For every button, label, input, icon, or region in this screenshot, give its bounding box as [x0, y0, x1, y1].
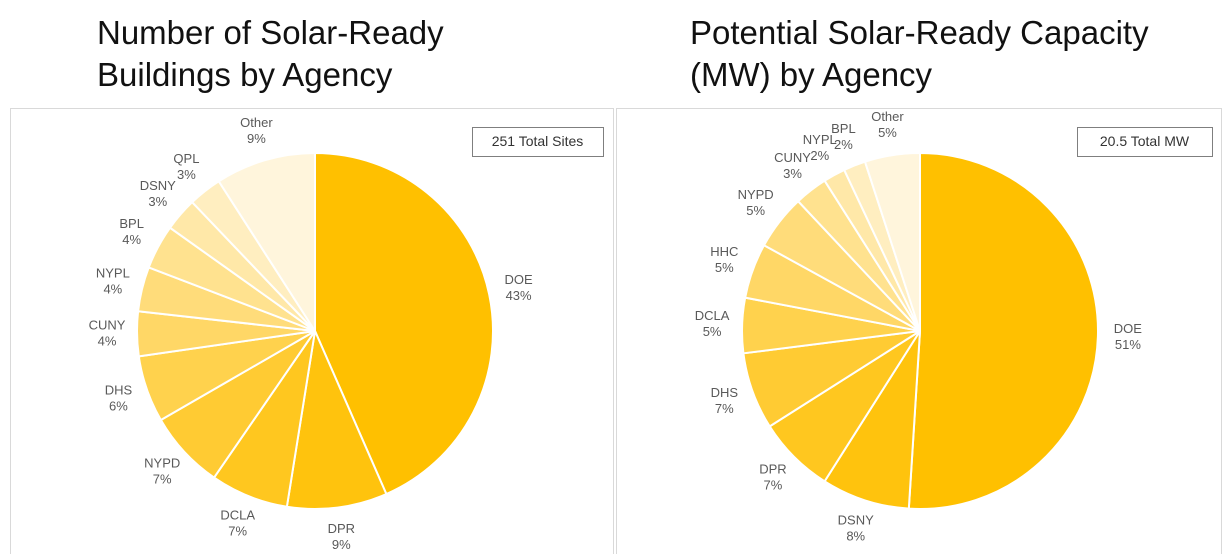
slice-value: 8%	[846, 528, 865, 543]
slice-label: CUNY	[774, 150, 811, 165]
slice-value: 43%	[506, 288, 532, 303]
annotation: 20.5 Total MW	[1100, 133, 1190, 149]
pie-slice	[314, 151, 494, 496]
slice-value: 51%	[1115, 337, 1141, 352]
chart-frame	[616, 108, 1222, 554]
slice-label: BPL	[119, 216, 144, 231]
slice-value: 5%	[715, 260, 734, 275]
slice-label: DPR	[759, 462, 786, 477]
slice-label: Other	[871, 109, 904, 124]
slice-value: 4%	[122, 232, 141, 247]
slice-value: 7%	[764, 478, 783, 493]
slice-label: DHS	[711, 385, 739, 400]
slice-value: 9%	[332, 537, 351, 552]
slice-label: DSNY	[838, 512, 874, 527]
slice-value: 2%	[810, 148, 829, 163]
slice-label: HHC	[710, 244, 738, 259]
annotation: 251 Total Sites	[492, 133, 584, 149]
slice-label: BPL	[831, 121, 856, 136]
slice-label: Other	[240, 115, 273, 130]
annotation-box	[472, 127, 604, 157]
slice-label: NYPL	[96, 265, 130, 280]
slice-value: 4%	[98, 334, 117, 349]
slice-label: DCLA	[220, 508, 255, 523]
slice-value: 2%	[834, 137, 853, 152]
slice-label: DSNY	[140, 178, 176, 193]
slice-label: NYPD	[738, 187, 774, 202]
slice-value: 9%	[247, 131, 266, 146]
chart-frame	[10, 108, 614, 554]
slice-value: 4%	[103, 281, 122, 296]
pie-slice	[863, 151, 921, 332]
slice-value: 3%	[148, 194, 167, 209]
slice-value: 7%	[153, 472, 172, 487]
chart-title: Potential Solar-Ready Capacity (MW) by A…	[690, 14, 1149, 93]
slice-value: 5%	[703, 324, 722, 339]
pie-slice	[907, 151, 1099, 510]
slice-value: 7%	[228, 524, 247, 539]
chart-title: Number of Solar-Ready Buildings by Agenc…	[97, 14, 444, 93]
pie-slice	[285, 327, 388, 510]
slice-value: 6%	[109, 398, 128, 413]
slice-value: 3%	[783, 166, 802, 181]
slice-label: NYPD	[144, 456, 180, 471]
slice-value: 7%	[715, 401, 734, 416]
pie-slice	[217, 151, 316, 335]
slice-label: DOE	[1114, 321, 1143, 336]
slice-label: DHS	[105, 382, 133, 397]
pie-slice	[823, 330, 921, 510]
slice-value: 5%	[878, 125, 897, 140]
slice-value: 5%	[746, 203, 765, 218]
slice-label: NYPL	[803, 132, 837, 147]
slice-label: DCLA	[695, 308, 730, 323]
slice-label: DOE	[505, 272, 534, 287]
slice-label: DPR	[328, 521, 355, 536]
slice-label: CUNY	[89, 318, 126, 333]
slice-value: 3%	[177, 167, 196, 182]
slice-label: QPL	[173, 151, 199, 166]
annotation-box	[1077, 127, 1213, 157]
